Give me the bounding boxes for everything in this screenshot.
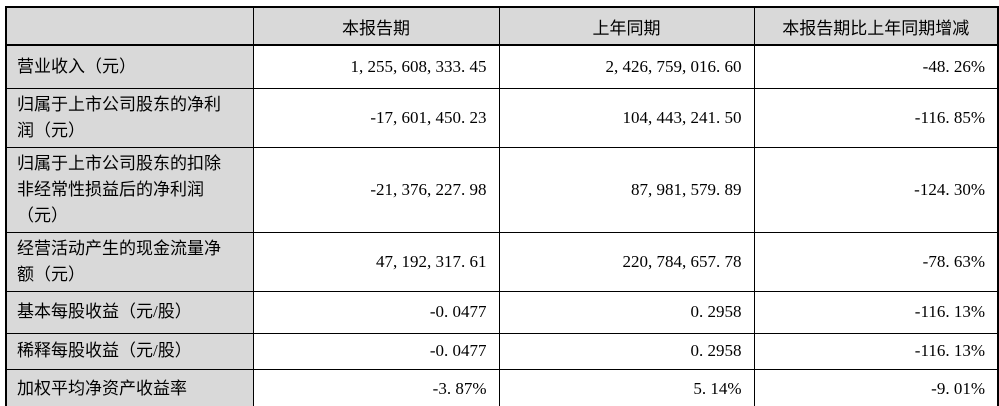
current-period-value: -21, 376, 227. 98: [252, 146, 500, 233]
current-period-value: -0. 0477: [252, 290, 500, 334]
prior-period-value: 87, 981, 579. 89: [498, 146, 755, 233]
current-period-value: -17, 601, 450. 23: [252, 87, 500, 148]
financial-summary-table: 本报告期 上年同期 本报告期比上年同期增减 营业收入（元） 1, 255, 60…: [5, 6, 999, 406]
change-value: -124. 30%: [753, 146, 999, 233]
prior-period-value: 104, 443, 241. 50: [498, 87, 755, 148]
prior-period-value: 2, 426, 759, 016. 60: [498, 44, 755, 89]
prior-period-value: 220, 784, 657. 78: [498, 231, 755, 292]
table-row-net-profit-excl-nonrecurring: 归属于上市公司股东的扣除非经常性损益后的净利润（元） -21, 376, 227…: [5, 146, 999, 233]
current-period-value: 1, 255, 608, 333. 45: [252, 44, 500, 89]
change-value: -9. 01%: [753, 368, 999, 406]
table-row-revenue: 营业收入（元） 1, 255, 608, 333. 45 2, 426, 759…: [5, 44, 999, 89]
table-row-weighted-roe: 加权平均净资产收益率 -3. 87% 5. 14% -9. 01%: [5, 368, 999, 406]
current-period-value: 47, 192, 317. 61: [252, 231, 500, 292]
row-label: 归属于上市公司股东的扣除非经常性损益后的净利润（元）: [5, 146, 254, 233]
header-change: 本报告期比上年同期增减: [753, 6, 999, 46]
table-row-diluted-eps: 稀释每股收益（元/股） -0. 0477 0. 2958 -116. 13%: [5, 332, 999, 370]
table-row-basic-eps: 基本每股收益（元/股） -0. 0477 0. 2958 -116. 13%: [5, 290, 999, 334]
row-label: 经营活动产生的现金流量净额（元）: [5, 231, 254, 292]
change-value: -116. 85%: [753, 87, 999, 148]
header-row: 本报告期 上年同期 本报告期比上年同期增减: [5, 6, 999, 46]
change-value: -48. 26%: [753, 44, 999, 89]
change-value: -78. 63%: [753, 231, 999, 292]
prior-period-value: 5. 14%: [498, 368, 755, 406]
change-value: -116. 13%: [753, 332, 999, 370]
prior-period-value: 0. 2958: [498, 332, 755, 370]
row-label: 归属于上市公司股东的净利润（元）: [5, 87, 254, 148]
current-period-value: -0. 0477: [252, 332, 500, 370]
prior-period-value: 0. 2958: [498, 290, 755, 334]
row-label: 营业收入（元）: [5, 44, 254, 89]
header-current-period: 本报告期: [252, 6, 500, 46]
change-value: -116. 13%: [753, 290, 999, 334]
header-prior-period: 上年同期: [498, 6, 755, 46]
table-row-operating-cash-flow: 经营活动产生的现金流量净额（元） 47, 192, 317. 61 220, 7…: [5, 231, 999, 292]
row-label: 基本每股收益（元/股）: [5, 290, 254, 334]
row-label: 加权平均净资产收益率: [5, 368, 254, 406]
row-label: 稀释每股收益（元/股）: [5, 332, 254, 370]
header-blank-cell: [5, 6, 254, 46]
current-period-value: -3. 87%: [252, 368, 500, 406]
table-row-net-profit: 归属于上市公司股东的净利润（元） -17, 601, 450. 23 104, …: [5, 87, 999, 148]
